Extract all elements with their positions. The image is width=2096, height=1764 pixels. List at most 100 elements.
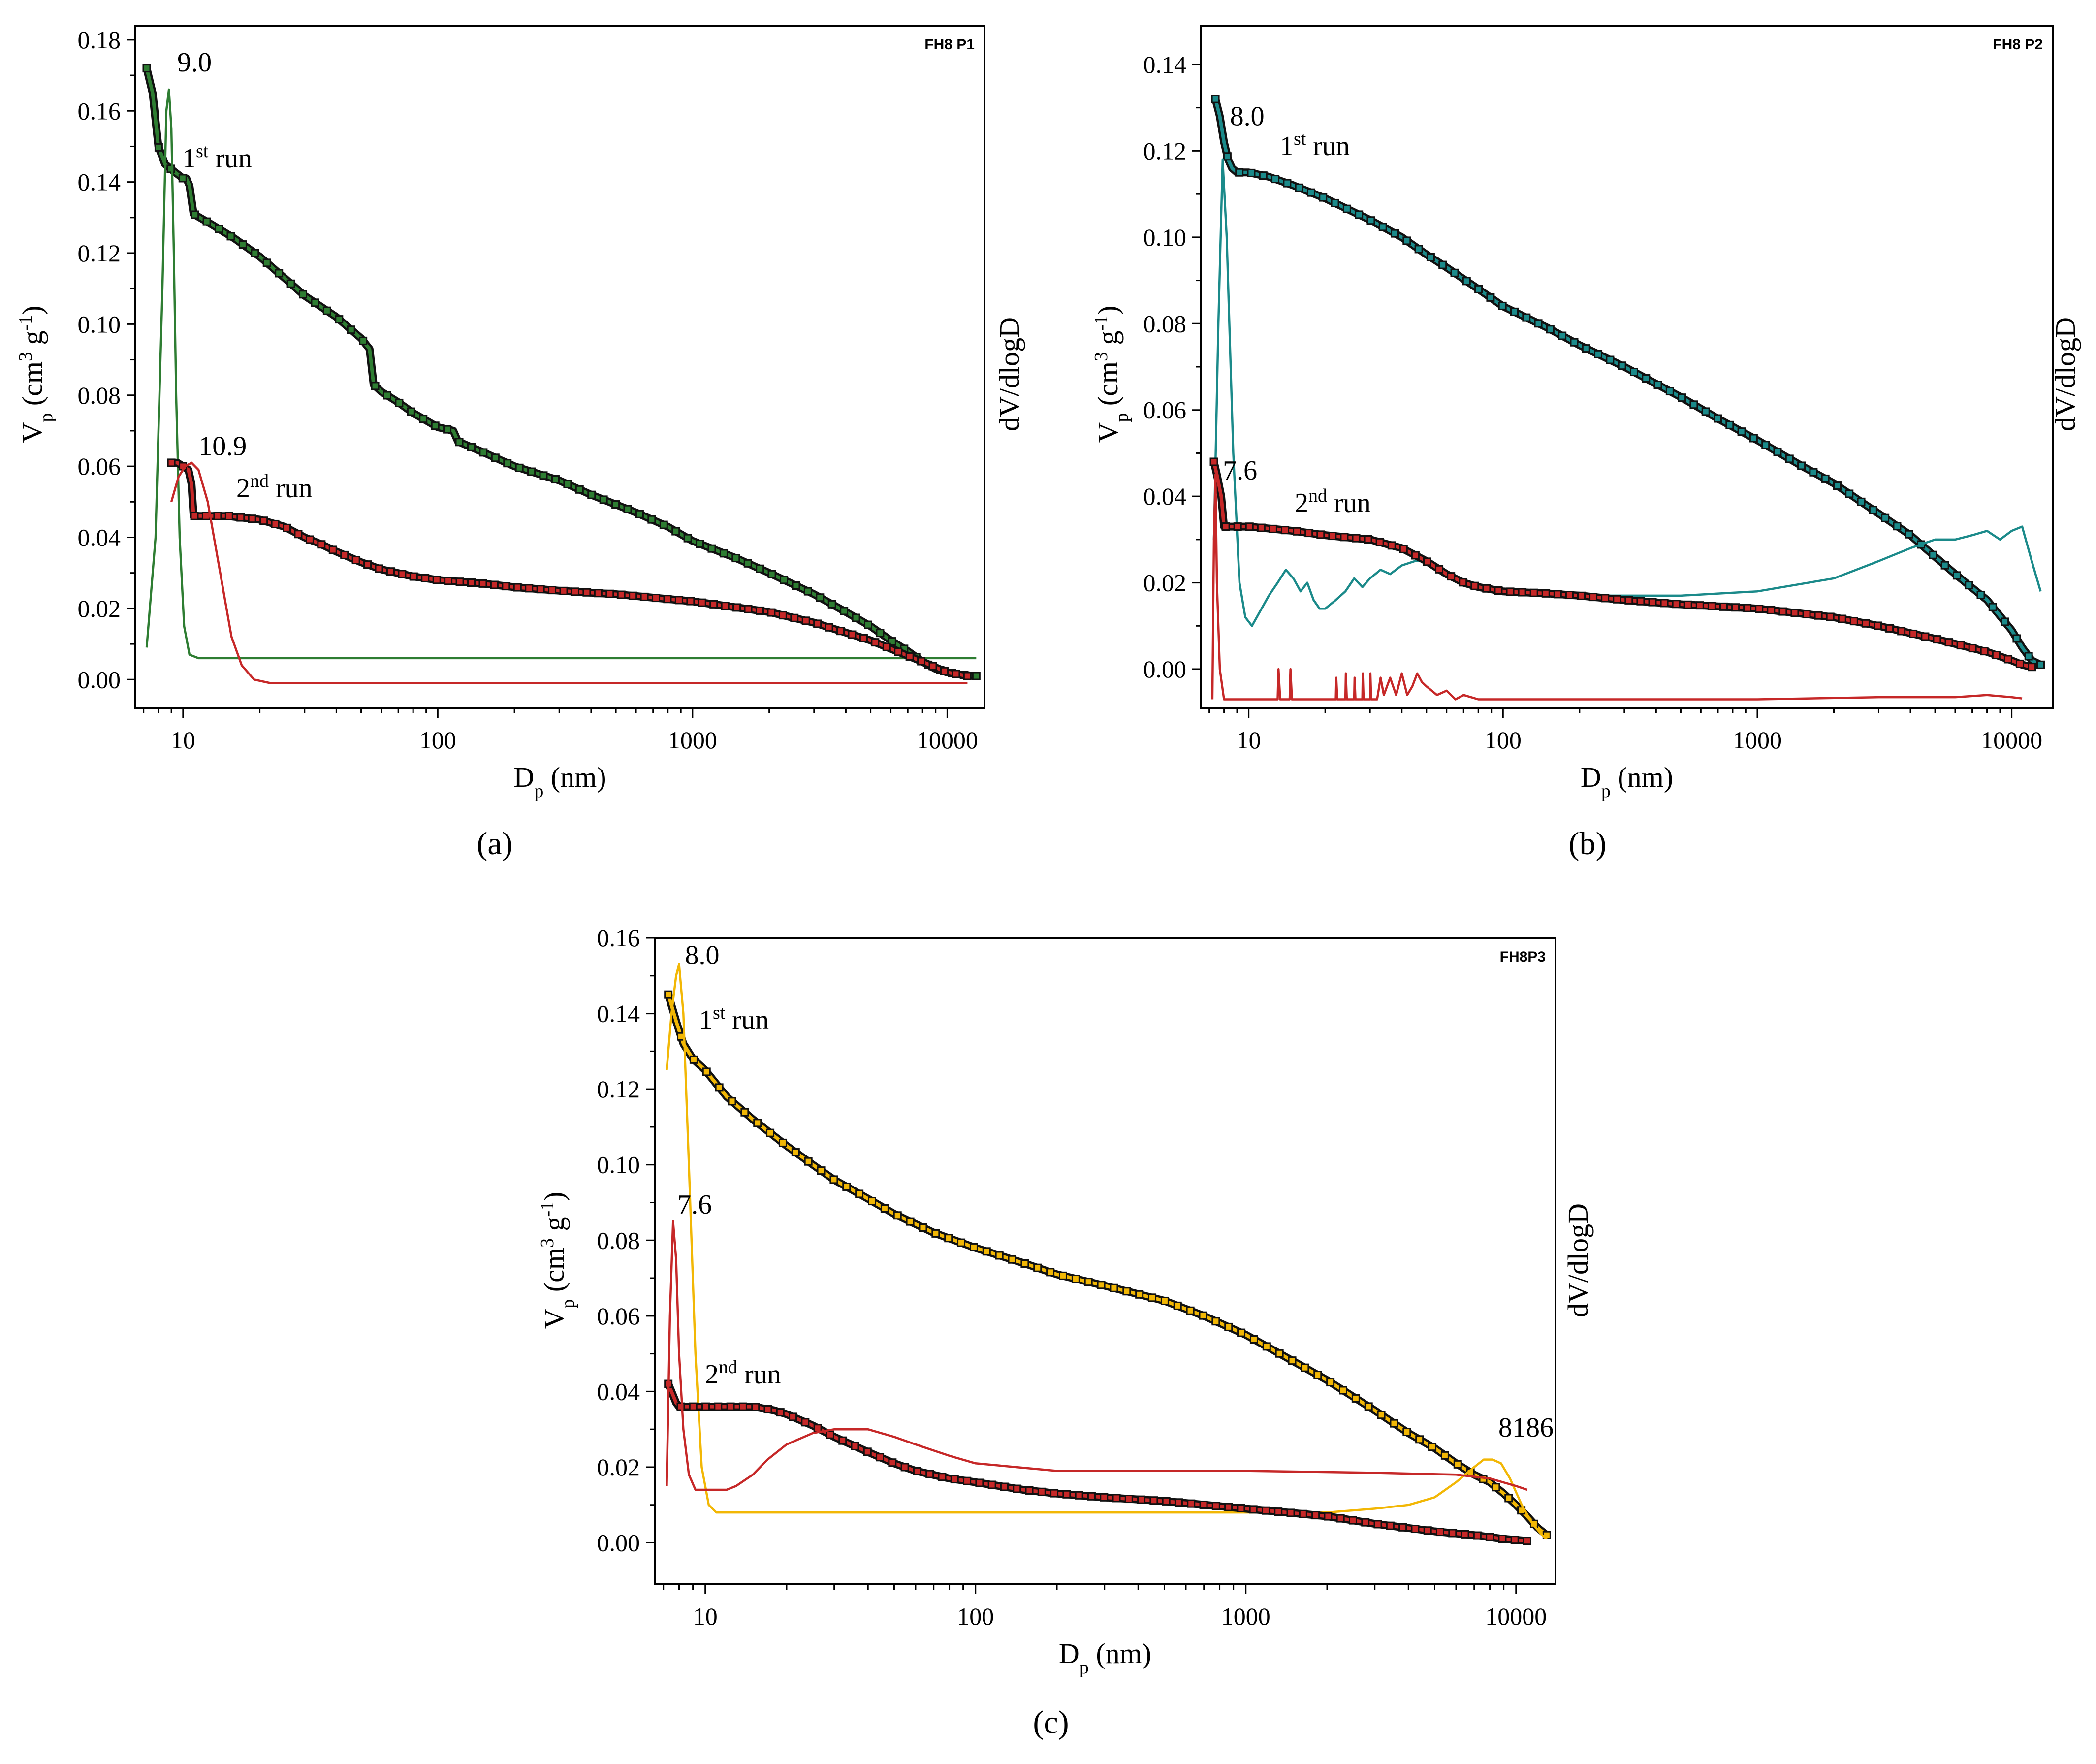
data-marker [801, 1418, 810, 1427]
data-marker [1447, 572, 1456, 581]
data-marker [792, 581, 800, 590]
data-marker [963, 1476, 972, 1485]
data-marker [515, 463, 524, 472]
y-tick-label: 0.14 [78, 168, 121, 196]
y2-axis-title: dV/dlogD [2049, 317, 2081, 431]
data-marker [1304, 529, 1313, 538]
data-marker [1295, 183, 1303, 192]
y-title-unit: (cm [538, 1248, 570, 1299]
data-marker [1701, 407, 1710, 416]
data-marker [1504, 1494, 1513, 1503]
data-marker [957, 1238, 966, 1247]
data-marker [1435, 565, 1444, 574]
data-marker [647, 515, 656, 524]
data-marker [1929, 550, 1937, 559]
data-marker [763, 1405, 772, 1414]
data-marker [1905, 530, 1913, 539]
data-marker [1223, 152, 1232, 161]
data-marker [525, 584, 534, 593]
data-marker [674, 596, 683, 605]
data-marker [617, 590, 626, 599]
data-marker [2003, 655, 2012, 664]
data-marker [455, 438, 464, 447]
y-title-mid: g [16, 330, 48, 352]
y-title-sub: p [36, 413, 57, 422]
y-tick-label: 0.12 [597, 1075, 640, 1103]
data-marker [1199, 1311, 1207, 1320]
data-marker [1849, 617, 1858, 626]
data-marker [1224, 1322, 1233, 1331]
panel-c: 0.00 0.02 0.04 0.06 0.08 0.10 0.12 0.14 0.16 10 10… [537, 924, 1594, 1740]
run-ordinal: st [196, 141, 209, 161]
data-marker [1271, 175, 1280, 184]
data-marker [1968, 644, 1977, 653]
data-marker [1821, 474, 1830, 483]
data-marker [386, 567, 395, 576]
data-marker [502, 582, 510, 591]
data-marker [1665, 387, 1674, 396]
data-marker [1386, 1521, 1395, 1530]
data-marker [1415, 1435, 1424, 1444]
data-marker [1435, 1528, 1444, 1537]
data-marker [1897, 627, 1906, 636]
data-marker [1135, 1290, 1144, 1299]
data-marker [1869, 506, 1877, 514]
y-title-main: V [538, 1309, 570, 1329]
run-number: 1 [699, 1005, 713, 1035]
data-marker [767, 570, 776, 578]
y-tick-label: 0.12 [78, 239, 121, 267]
data-marker [1589, 593, 1598, 602]
data-marker [1326, 1378, 1335, 1387]
data-marker [1391, 229, 1399, 238]
data-marker [1402, 236, 1411, 245]
data-marker [882, 642, 891, 651]
data-marker [559, 586, 568, 595]
data-marker [851, 1442, 859, 1450]
data-marker [1838, 614, 1846, 623]
x-tick-label: 1000 [1221, 1603, 1270, 1630]
data-marker [1377, 1411, 1386, 1419]
data-marker [1402, 1428, 1411, 1437]
x-title-main: D [1581, 761, 1601, 793]
run-word: run [1327, 488, 1371, 518]
data-marker [1286, 1508, 1295, 1517]
y-tick-label: 0.10 [78, 310, 121, 338]
y-title-exp: -1 [537, 1201, 558, 1217]
data-marker [728, 1097, 736, 1106]
series-line-outline [1211, 98, 2043, 669]
data-marker [563, 480, 572, 488]
data-marker [721, 602, 730, 610]
data-marker [444, 577, 453, 585]
y-tick-label: 0.06 [1143, 396, 1187, 424]
data-marker [251, 249, 259, 257]
y-tick-label: 0.02 [78, 595, 121, 622]
x-tick-label: 10 [171, 726, 195, 754]
data-marker [1743, 604, 1752, 612]
data-marker [1940, 561, 1949, 570]
data-marker [409, 572, 418, 581]
x-axis-title: Dp (nm) [1059, 1637, 1151, 1678]
data-marker [1411, 1525, 1420, 1534]
data-marker [1470, 581, 1479, 590]
data-marker [1342, 204, 1351, 213]
y-title-mid: g [538, 1217, 570, 1238]
data-marker [776, 1408, 785, 1417]
data-marker [1122, 1287, 1131, 1296]
data-marker [299, 290, 308, 299]
data-marker [1257, 523, 1266, 532]
run-number: 2 [1295, 488, 1308, 518]
data-marker [1387, 541, 1396, 550]
data-marker [431, 421, 440, 430]
data-marker [238, 240, 247, 249]
data-marker [836, 627, 845, 636]
data-marker [1211, 1502, 1220, 1510]
y-tick-label: 0.14 [597, 1000, 640, 1027]
data-marker [1506, 587, 1515, 596]
data-marker [1186, 1306, 1195, 1315]
data-marker [455, 577, 464, 586]
data-marker [1773, 448, 1782, 456]
data-marker [852, 613, 860, 622]
data-marker [686, 597, 695, 606]
data-marker [1570, 338, 1579, 347]
data-marker [1534, 319, 1543, 328]
